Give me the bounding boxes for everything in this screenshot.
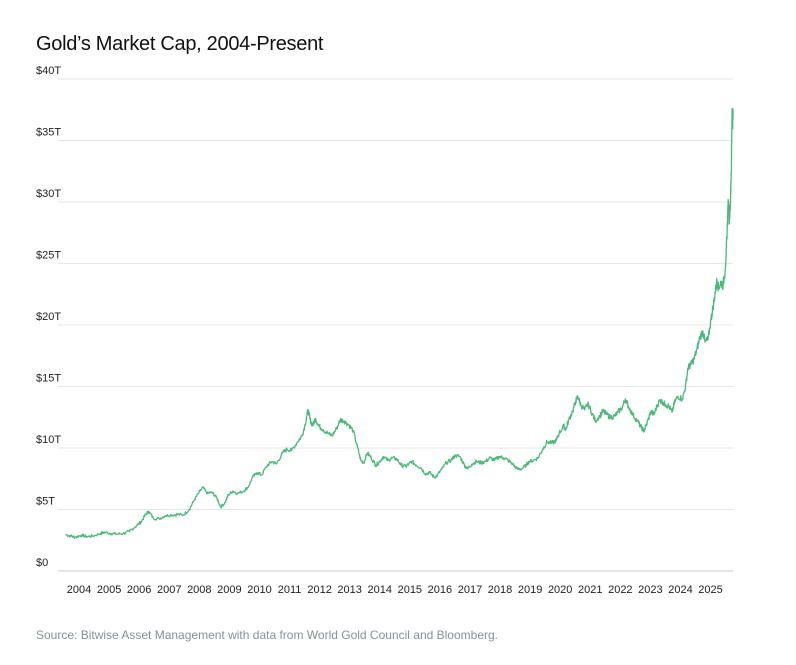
x-tick-label: 2008 bbox=[187, 584, 211, 596]
y-tick-label: $25T bbox=[36, 250, 61, 262]
y-tick-label: $10T bbox=[36, 434, 61, 446]
x-tick-label: 2009 bbox=[217, 584, 241, 596]
x-tick-label: 2013 bbox=[337, 584, 361, 596]
x-axis-ticks: 2004 2005 2006 2007 2008 2009 2010 2011 2012 2013… bbox=[67, 584, 723, 596]
series-group bbox=[65, 107, 734, 539]
x-tick-label: 2006 bbox=[127, 584, 151, 596]
x-tick-label: 2005 bbox=[97, 584, 121, 596]
y-tick-label: $35T bbox=[36, 127, 61, 139]
x-tick-label: 2004 bbox=[67, 584, 91, 596]
x-tick-label: 2021 bbox=[578, 584, 602, 596]
x-tick-label: 2016 bbox=[428, 584, 452, 596]
x-tick-label: 2010 bbox=[247, 584, 271, 596]
x-tick-label: 2015 bbox=[398, 584, 422, 596]
x-tick-label: 2019 bbox=[518, 584, 542, 596]
x-tick-label: 2018 bbox=[488, 584, 512, 596]
x-tick-label: 2020 bbox=[548, 584, 572, 596]
x-tick-label: 2007 bbox=[157, 584, 181, 596]
series-line-gold-market-cap bbox=[65, 107, 734, 539]
x-tick-label: 2011 bbox=[278, 584, 302, 596]
x-tick-label: 2017 bbox=[458, 584, 482, 596]
y-tick-label: $15T bbox=[36, 373, 61, 385]
y-tick-label: $40T bbox=[36, 65, 61, 77]
x-tick-label: 2022 bbox=[608, 584, 632, 596]
y-tick-label: $30T bbox=[36, 188, 61, 200]
y-tick-label: $20T bbox=[36, 311, 61, 323]
x-tick-label: 2025 bbox=[698, 584, 722, 596]
y-tick-label: $5T bbox=[36, 496, 55, 508]
x-tick-label: 2014 bbox=[368, 584, 392, 596]
y-axis-ticks: $0 $5T $10T $15T $20T $25T $30T $35T $40T bbox=[36, 65, 61, 569]
x-tick-label: 2024 bbox=[668, 584, 692, 596]
source-note: Source: Bitwise Asset Management with da… bbox=[36, 628, 498, 642]
x-tick-label: 2023 bbox=[638, 584, 662, 596]
chart-title: Gold’s Market Cap, 2004-Present bbox=[36, 33, 324, 55]
grid-lines bbox=[58, 78, 733, 572]
y-tick-label: $0 bbox=[36, 557, 48, 569]
x-tick-label: 2012 bbox=[307, 584, 331, 596]
